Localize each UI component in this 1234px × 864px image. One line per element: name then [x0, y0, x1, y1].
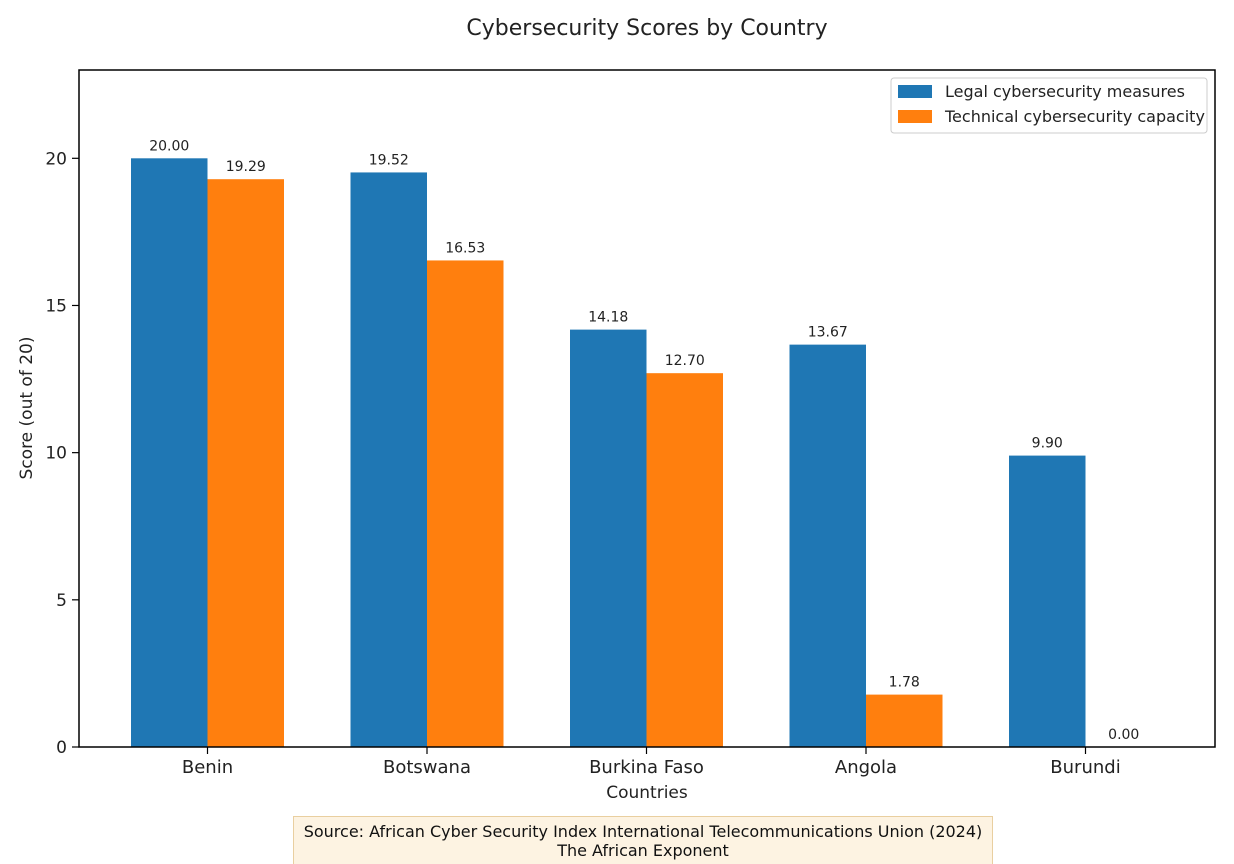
y-tick-label: 20	[45, 149, 67, 169]
legend-label-legal: Legal cybersecurity measures	[945, 82, 1185, 101]
bar-legal	[789, 344, 866, 747]
chart-title: Cybersecurity Scores by Country	[466, 16, 827, 41]
legend-label-technical: Technical cybersecurity capacity	[944, 107, 1205, 126]
y-tick-label: 15	[45, 296, 67, 316]
data-label: 1.78	[889, 675, 920, 691]
x-tick-label: Burkina Faso	[589, 757, 704, 778]
y-tick-label: 10	[45, 444, 67, 464]
x-tick-label: Botswana	[383, 757, 471, 778]
x-tick-label: Burundi	[1050, 757, 1120, 778]
data-label: 20.00	[149, 138, 189, 154]
data-label: 19.29	[226, 159, 266, 175]
bar-technical	[646, 373, 723, 747]
data-label: 0.00	[1108, 727, 1139, 743]
bar-legal	[570, 329, 647, 747]
y-tick-label: 0	[56, 738, 67, 758]
data-label: 9.90	[1032, 436, 1063, 452]
data-label: 14.18	[588, 310, 628, 326]
x-tick-label: Benin	[182, 757, 233, 778]
data-label: 16.53	[445, 240, 485, 256]
legend-swatch-legal	[898, 85, 932, 98]
data-label: 12.70	[665, 353, 705, 369]
legend-swatch-technical	[898, 110, 932, 123]
legend: Legal cybersecurity measures Technical c…	[890, 77, 1208, 134]
y-axis-label: Score (out of 20)	[17, 337, 37, 480]
bar-technical	[207, 179, 284, 747]
legend-box	[890, 77, 1208, 134]
plot-area: 0 5 10 15 20 20.00 19.29 Benin 19.52 16.53 Botswan…	[45, 138, 1139, 778]
x-axis-label: Countries	[606, 783, 688, 803]
data-label: 19.52	[369, 152, 409, 168]
source-note: Source: African Cyber Security Index Int…	[293, 816, 993, 864]
y-tick-label: 5	[56, 591, 67, 611]
bar-legal	[131, 158, 208, 748]
x-tick-label: Angola	[835, 757, 897, 778]
source-line-2: The African Exponent	[557, 841, 729, 860]
plot-frame	[78, 69, 1216, 748]
source-line-1: Source: African Cyber Security Index Int…	[303, 822, 983, 841]
bar-technical	[866, 694, 943, 747]
bar-legal	[350, 172, 427, 747]
data-label: 13.67	[808, 325, 848, 341]
bar-legal	[1009, 455, 1086, 747]
bar-technical	[427, 260, 504, 747]
